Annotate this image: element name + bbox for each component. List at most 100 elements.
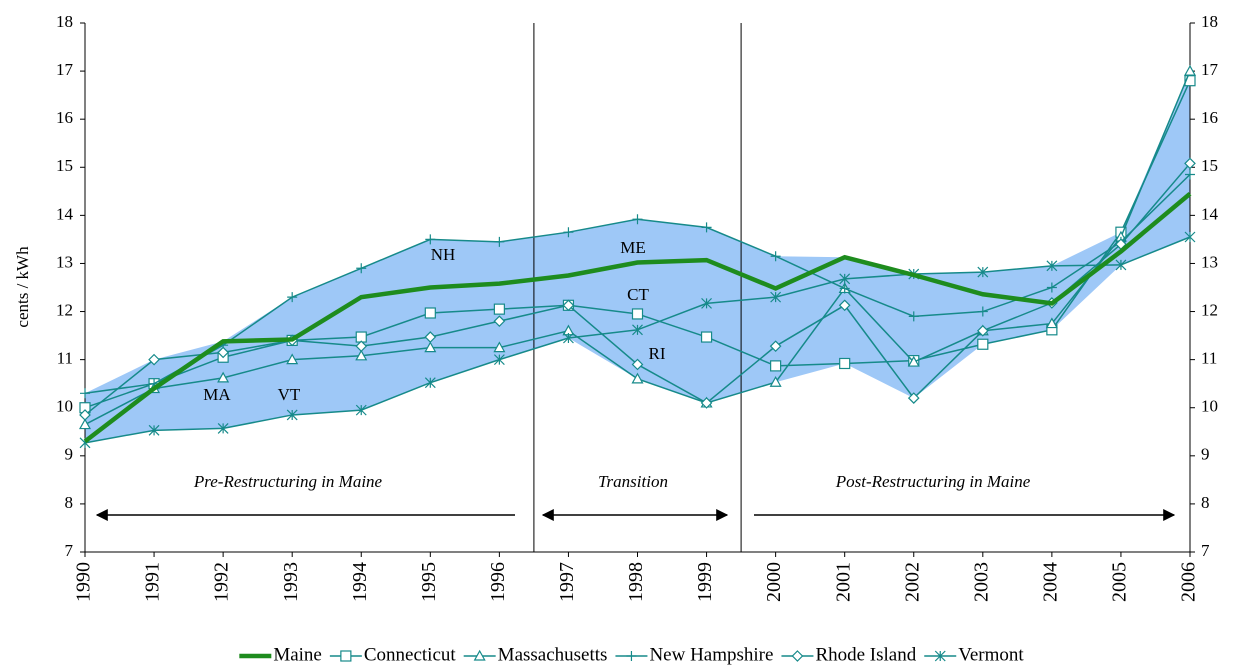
marker	[1185, 169, 1195, 180]
marker	[424, 377, 436, 389]
y-tick-label: 13	[56, 252, 73, 271]
series-line	[83, 191, 1192, 444]
marker	[700, 331, 713, 343]
y-tick-label: 10	[56, 397, 73, 416]
marker	[1046, 282, 1057, 293]
y2-tick-label: 17	[1201, 60, 1219, 79]
x-tick-label: 2003	[970, 562, 992, 602]
marker	[80, 388, 90, 399]
legend-entry: Rhode Island	[781, 644, 917, 665]
marker	[355, 349, 368, 361]
marker	[493, 315, 506, 328]
marker	[494, 236, 505, 247]
legend-entry: New Hampshire	[615, 644, 773, 665]
marker	[148, 353, 160, 366]
marker	[287, 292, 298, 303]
y-tick-label: 17	[56, 60, 74, 79]
marker	[1184, 231, 1196, 243]
marker	[562, 299, 575, 312]
y-tick-label: 7	[65, 541, 74, 560]
x-tick-label: 1997	[556, 562, 578, 602]
x-tick-label: 1999	[694, 562, 716, 602]
x-tick-label: 1998	[625, 562, 647, 602]
marker	[701, 222, 712, 233]
legend-label: New Hampshire	[649, 644, 773, 665]
y-tick-label: 11	[57, 349, 73, 368]
period-label: Transition	[598, 472, 668, 491]
x-tick-label: 1992	[211, 562, 233, 602]
marker	[355, 340, 368, 353]
marker	[769, 376, 782, 387]
y2-tick-label: 16	[1201, 108, 1218, 127]
marker	[563, 227, 574, 238]
legend-entry: Vermont	[924, 644, 1024, 665]
marker	[286, 409, 298, 421]
legend-entry: Maine	[239, 644, 322, 665]
x-tick-label: 2006	[1178, 562, 1200, 602]
x-tick-label: 2005	[1109, 562, 1131, 602]
x-tick-label: 2000	[763, 562, 785, 602]
marker	[493, 303, 505, 315]
y-tick-label: 9	[65, 445, 74, 464]
marker	[626, 651, 637, 661]
marker	[493, 354, 505, 366]
marker	[631, 372, 644, 384]
marker	[700, 397, 713, 409]
legend-entry: Massachusetts	[463, 644, 608, 665]
y2-tick-label: 7	[1201, 541, 1210, 560]
annotation: NH	[431, 245, 456, 264]
marker	[148, 424, 160, 436]
marker	[770, 251, 781, 262]
marker	[631, 358, 644, 371]
marker	[1184, 75, 1196, 87]
y2-tick-label: 15	[1201, 156, 1218, 175]
annotation: CT	[627, 285, 649, 304]
marker	[934, 650, 946, 662]
legend-label: Massachusetts	[498, 644, 608, 665]
marker	[355, 404, 367, 416]
y-axis-label: cents / kWh	[13, 246, 32, 328]
legend-entry: Connecticut	[329, 644, 457, 665]
marker	[770, 360, 782, 372]
marker	[770, 291, 782, 303]
legend-label: Vermont	[958, 644, 1024, 665]
marker	[424, 307, 436, 319]
y-tick-label: 18	[56, 12, 73, 31]
marker	[977, 306, 988, 317]
y2-tick-label: 14	[1201, 204, 1219, 223]
marker	[907, 355, 920, 367]
y2-tick-label: 13	[1201, 252, 1218, 271]
marker	[1184, 157, 1196, 170]
marker	[493, 341, 506, 353]
x-tick-label: 1993	[280, 562, 302, 602]
y-tick-label: 8	[65, 493, 74, 512]
marker	[563, 332, 574, 344]
period-label: Post-Restructuring in Maine	[835, 472, 1031, 491]
legend: Maine Connecticut Massachusetts New Hampshi…	[239, 644, 1024, 665]
x-tick-label: 1990	[73, 562, 95, 602]
x-tick-label: 2001	[832, 562, 854, 602]
y2-tick-label: 11	[1201, 349, 1217, 368]
y-tick-label: 15	[56, 156, 73, 175]
marker	[701, 297, 712, 309]
marker	[425, 234, 436, 245]
marker	[839, 273, 851, 285]
marker	[1045, 317, 1058, 329]
marker	[473, 649, 486, 661]
y2-tick-label: 9	[1201, 445, 1210, 464]
legend-label: Maine	[273, 644, 322, 665]
marker	[838, 299, 851, 312]
marker	[1046, 260, 1058, 272]
annotation: ME	[620, 238, 646, 257]
marker	[908, 311, 919, 322]
marker	[977, 338, 989, 350]
marker	[78, 418, 92, 430]
marker	[217, 371, 230, 383]
legend-label: Connecticut	[364, 644, 457, 665]
marker	[424, 331, 437, 343]
marker	[1115, 259, 1127, 271]
marker	[217, 346, 229, 359]
annotation: VT	[278, 385, 301, 404]
x-tick-label: 1991	[142, 562, 164, 602]
